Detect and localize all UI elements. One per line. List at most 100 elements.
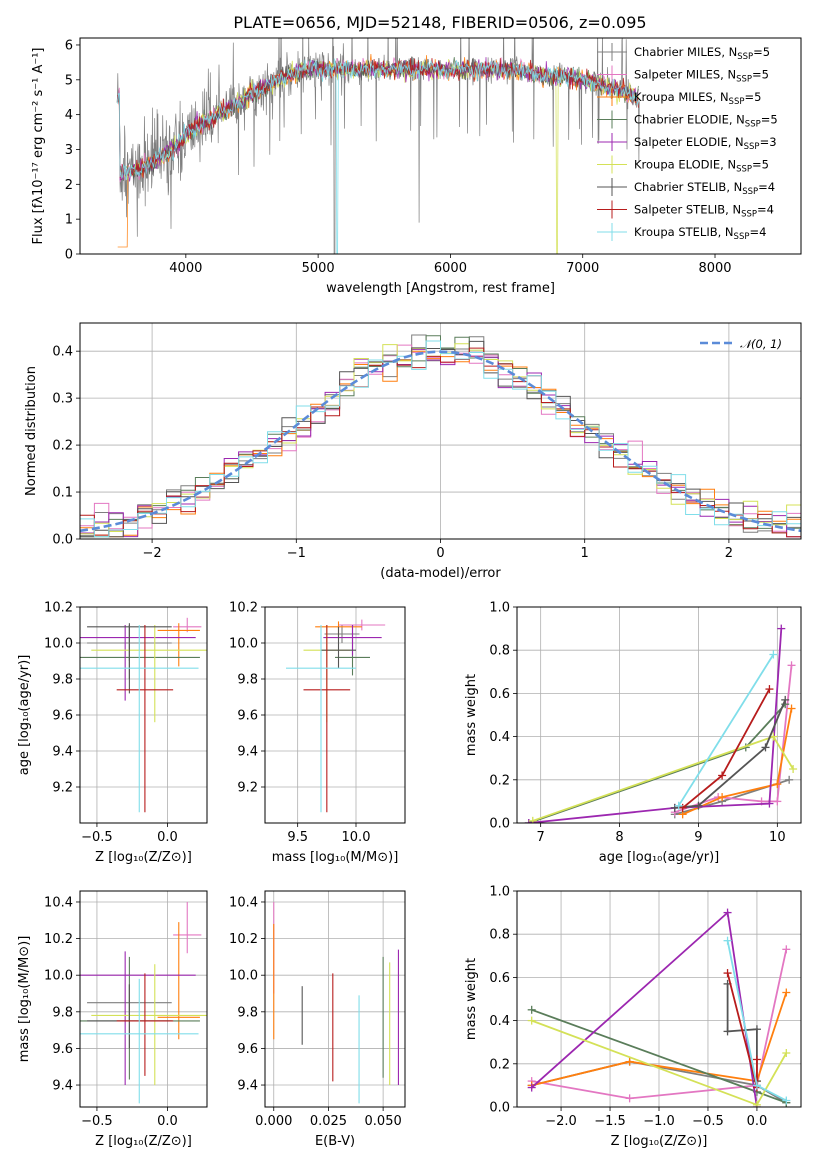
- y-tick-label: 0.1: [52, 486, 73, 501]
- x-tick-label: −2: [143, 546, 162, 561]
- legend-label: Kroupa ELODIE, NSSP=5: [634, 158, 769, 175]
- y-tick-label: 0: [65, 248, 73, 263]
- x-tick-label: 8: [615, 830, 623, 845]
- x-tick-label: 8000: [698, 261, 731, 276]
- x-axis-label: Z [log₁₀(Z/Z⊙)]: [611, 1134, 708, 1149]
- y-axis-label: mass weight: [464, 674, 479, 756]
- plot-frame: [264, 890, 406, 1108]
- normal-reference-curve: [80, 350, 801, 533]
- y-tick-label: 2: [65, 178, 73, 193]
- x-tick-label: 0: [436, 546, 444, 561]
- plot-frame: [264, 606, 406, 824]
- x-tick-label: −2.0: [545, 1114, 577, 1129]
- histograms: [80, 334, 801, 538]
- y-tick-label: 9.8: [52, 1005, 73, 1020]
- plot-frame: [516, 890, 802, 1108]
- model-spectrum-kroupa-stelib: [117, 58, 639, 254]
- x-tick-label: 5000: [302, 261, 335, 276]
- x-tick-label: 6000: [434, 261, 467, 276]
- y-axis-label: age [log₁₀(age/yr)]: [17, 655, 32, 776]
- legend-label: Chabrier STELIB, NSSP=4: [634, 180, 775, 197]
- legend-label: Salpeter STELIB, NSSP=4: [634, 203, 774, 220]
- y-tick-label: 0.2: [52, 439, 73, 454]
- age-vs-metallicity-panel: −0.5 0.0 9.2 9.4 9.6 9.8 10.0 10.2 Z [log₁₀(Z/Z⊙…: [17, 601, 208, 865]
- x-tick-label: 0.0: [157, 1114, 178, 1129]
- y-tick-label: 3: [65, 143, 73, 158]
- x-tick-label: −0.5: [692, 1114, 724, 1129]
- spectrum-panel: 4000 5000 6000 7000 8000 0 1 2 3 4 5 6 wavelength [A…: [31, 37, 802, 296]
- y-tick-label: 9.8: [52, 673, 73, 688]
- y-tick-label: 10.4: [229, 895, 258, 910]
- x-axis-label: (data-model)/error: [380, 566, 501, 581]
- x-tick-label: 7000: [566, 261, 599, 276]
- legend-label: Chabrier ELODIE, NSSP=5: [634, 113, 778, 130]
- errorbar-marks: [273, 901, 399, 1104]
- weight-line-chabrier-stelib: [674, 699, 787, 809]
- y-tick-label: 0.2: [489, 1057, 510, 1072]
- y-tick-label: 0.2: [489, 773, 510, 788]
- y-tick-label: 0.8: [489, 928, 510, 943]
- y-tick-label: 4: [65, 108, 73, 123]
- y-tick-label: 9.4: [237, 1079, 258, 1094]
- residual-histogram-kroupa-stelib: [80, 340, 801, 538]
- y-tick-label: 0.4: [52, 345, 73, 360]
- y-tick-label: 1.0: [489, 885, 510, 900]
- x-axis-label: mass [log₁₀(M/M⊙)]: [272, 850, 399, 865]
- y-tick-label: 0.0: [489, 1101, 510, 1116]
- weight-lines: [527, 908, 791, 1107]
- y-tick-label: 6: [65, 38, 73, 53]
- x-tick-label: 9: [694, 830, 702, 845]
- legend-label: Kroupa MILES, NSSP=5: [634, 90, 761, 107]
- legend-label: 𝒩(0, 1): [740, 337, 782, 351]
- y-tick-label: 0.6: [489, 687, 510, 702]
- y-tick-label: 9.2: [52, 781, 73, 796]
- residual-histogram-kroupa-elodie: [80, 343, 801, 535]
- y-tick-label: 0.4: [489, 730, 510, 745]
- spectrum-lines: [116, 38, 640, 254]
- weight-line-kroupa-miles: [531, 992, 788, 1087]
- x-tick-label: −1.0: [643, 1114, 675, 1129]
- errorbar-marks: [80, 901, 207, 1104]
- y-tick-label: 10.2: [229, 932, 258, 947]
- x-tick-label: −1: [287, 546, 306, 561]
- weight-vs-age-panel: 7 8 9 10 0.0 0.2 0.4 0.6 0.8 1.0 age [log₁₀(age/yr…: [464, 601, 802, 865]
- legend-label: Kroupa STELIB, NSSP=4: [634, 225, 766, 242]
- y-tick-label: 10.0: [44, 637, 73, 652]
- y-tick-label: 0.0: [489, 817, 510, 832]
- weight-lines: [524, 624, 798, 823]
- y-tick-label: 10.2: [44, 601, 73, 616]
- y-tick-label: 9.6: [52, 709, 73, 724]
- x-tick-label: 7: [537, 830, 545, 845]
- x-tick-label: 0.000: [255, 1114, 292, 1129]
- x-tick-label: 0.0: [157, 830, 178, 845]
- weight-line-salpeter-miles: [531, 949, 788, 1100]
- plot-frame: [79, 890, 208, 1108]
- y-tick-label: 9.6: [237, 1042, 258, 1057]
- x-axis-label: wavelength [Angstrom, rest frame]: [326, 281, 555, 296]
- y-tick-label: 0.3: [52, 392, 73, 407]
- spectrum-legend: Chabrier MILES, NSSP=5 Salpeter MILES, NS…: [597, 43, 778, 242]
- x-tick-label: 1: [581, 546, 589, 561]
- x-tick-label: −0.5: [81, 1114, 113, 1129]
- y-tick-label: 9.8: [237, 1005, 258, 1020]
- y-tick-label: 5: [65, 73, 73, 88]
- x-tick-label: 9.5: [287, 830, 308, 845]
- y-tick-label: 0.6: [489, 971, 510, 986]
- x-axis-label: Z [log₁₀(Z/Z⊙)]: [95, 1134, 192, 1149]
- y-tick-label: 1: [65, 213, 73, 228]
- weight-line-kroupa-stelib: [677, 654, 775, 807]
- errorbar-marks: [286, 619, 386, 813]
- y-axis-label: mass weight: [464, 958, 479, 1040]
- x-axis-label: age [log₁₀(age/yr)]: [599, 850, 720, 865]
- y-tick-label: 10.2: [229, 601, 258, 616]
- residual-histogram-panel: −2 −1 0 1 2 0.0 0.1 0.2 0.3 0.4 (data-model)/error…: [24, 322, 802, 581]
- y-tick-label: 10.0: [229, 637, 258, 652]
- x-tick-label: 10.0: [342, 830, 371, 845]
- mass-vs-ebv-panel: 0.000 0.025 0.050 9.4 9.6 9.8 10.0 10.2 10.4 E(B-…: [229, 890, 406, 1149]
- y-tick-label: 9.2: [237, 781, 258, 796]
- y-tick-label: 9.6: [52, 1042, 73, 1057]
- x-tick-label: 4000: [169, 261, 202, 276]
- y-tick-label: 10.0: [229, 969, 258, 984]
- plot-frame: [79, 322, 802, 540]
